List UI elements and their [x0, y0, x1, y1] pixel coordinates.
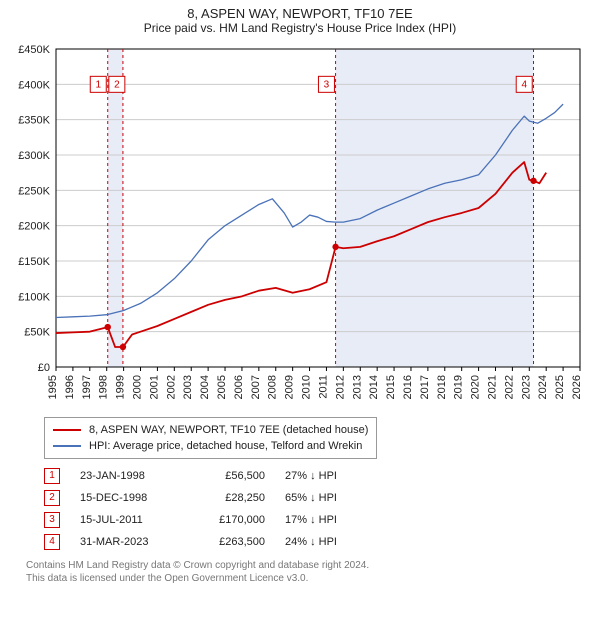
- svg-text:2000: 2000: [132, 375, 144, 399]
- svg-text:2004: 2004: [199, 375, 211, 399]
- footer-line-1: Contains HM Land Registry data © Crown c…: [26, 559, 590, 572]
- svg-text:2024: 2024: [537, 375, 549, 399]
- svg-text:2023: 2023: [520, 375, 532, 399]
- svg-text:2020: 2020: [470, 375, 482, 399]
- svg-text:1996: 1996: [64, 375, 76, 399]
- transaction-price: £170,000: [195, 509, 265, 531]
- legend-label: 8, ASPEN WAY, NEWPORT, TF10 7EE (detache…: [89, 422, 368, 438]
- svg-text:£0: £0: [38, 362, 50, 374]
- svg-text:2010: 2010: [301, 375, 313, 399]
- svg-text:£150K: £150K: [18, 256, 50, 268]
- svg-text:2002: 2002: [165, 375, 177, 399]
- page-subtitle: Price paid vs. HM Land Registry's House …: [10, 21, 590, 35]
- svg-text:1999: 1999: [115, 375, 127, 399]
- transaction-date: 15-JUL-2011: [80, 509, 175, 531]
- transaction-marker: 4: [44, 534, 60, 550]
- transaction-row: 3 15-JUL-2011 £170,000 17% ↓ HPI: [44, 509, 590, 531]
- svg-text:2017: 2017: [419, 375, 431, 399]
- transaction-marker: 2: [44, 490, 60, 506]
- svg-text:£50K: £50K: [24, 327, 50, 339]
- transaction-hpi-diff: 17% ↓ HPI: [285, 509, 385, 531]
- footer-attribution: Contains HM Land Registry data © Crown c…: [26, 559, 590, 585]
- price-chart: £0 £50K £100K £150K £200K £250K £300K £350K £400…: [10, 41, 590, 411]
- svg-text:2001: 2001: [148, 375, 160, 399]
- svg-text:2018: 2018: [436, 375, 448, 399]
- svg-text:2019: 2019: [453, 375, 465, 399]
- svg-text:£350K: £350K: [18, 115, 50, 127]
- footer-line-2: This data is licensed under the Open Gov…: [26, 572, 590, 585]
- transaction-hpi-diff: 65% ↓ HPI: [285, 487, 385, 509]
- svg-text:2012: 2012: [334, 375, 346, 399]
- svg-text:4: 4: [521, 79, 527, 90]
- transaction-hpi-diff: 24% ↓ HPI: [285, 531, 385, 553]
- transaction-date: 15-DEC-1998: [80, 487, 175, 509]
- svg-text:2007: 2007: [250, 375, 262, 399]
- svg-text:2005: 2005: [216, 375, 228, 399]
- svg-text:2008: 2008: [267, 375, 279, 399]
- svg-text:2013: 2013: [351, 375, 363, 399]
- svg-text:£400K: £400K: [18, 79, 50, 91]
- legend-item: HPI: Average price, detached house, Telf…: [53, 438, 368, 454]
- transaction-date: 31-MAR-2023: [80, 531, 175, 553]
- transaction-marker: 1: [44, 468, 60, 484]
- legend-label: HPI: Average price, detached house, Telf…: [89, 438, 362, 454]
- legend-swatch: [53, 445, 81, 447]
- page-title: 8, ASPEN WAY, NEWPORT, TF10 7EE: [10, 6, 590, 21]
- transaction-row: 4 31-MAR-2023 £263,500 24% ↓ HPI: [44, 531, 590, 553]
- transaction-row: 2 15-DEC-1998 £28,250 65% ↓ HPI: [44, 487, 590, 509]
- svg-text:1: 1: [95, 79, 101, 90]
- transaction-row: 1 23-JAN-1998 £56,500 27% ↓ HPI: [44, 465, 590, 487]
- legend-swatch: [53, 429, 81, 431]
- svg-text:£250K: £250K: [18, 185, 50, 197]
- svg-text:2009: 2009: [284, 375, 296, 399]
- svg-text:£300K: £300K: [18, 150, 50, 162]
- svg-text:£450K: £450K: [18, 44, 50, 56]
- svg-text:2016: 2016: [402, 375, 414, 399]
- svg-text:£100K: £100K: [18, 291, 50, 303]
- legend-item: 8, ASPEN WAY, NEWPORT, TF10 7EE (detache…: [53, 422, 368, 438]
- svg-text:2: 2: [114, 79, 120, 90]
- svg-text:2014: 2014: [368, 375, 380, 399]
- svg-text:1997: 1997: [81, 375, 93, 399]
- transaction-hpi-diff: 27% ↓ HPI: [285, 465, 385, 487]
- svg-text:2015: 2015: [385, 375, 397, 399]
- transaction-table: 1 23-JAN-1998 £56,500 27% ↓ HPI 2 15-DEC-1998…: [44, 465, 590, 553]
- svg-text:2025: 2025: [554, 375, 566, 399]
- svg-text:£200K: £200K: [18, 221, 50, 233]
- transaction-price: £263,500: [195, 531, 265, 553]
- svg-text:2021: 2021: [486, 375, 498, 399]
- svg-text:2011: 2011: [317, 375, 329, 399]
- svg-text:2026: 2026: [571, 375, 583, 399]
- transaction-price: £56,500: [195, 465, 265, 487]
- legend: 8, ASPEN WAY, NEWPORT, TF10 7EE (detache…: [44, 417, 377, 459]
- transaction-date: 23-JAN-1998: [80, 465, 175, 487]
- svg-text:1998: 1998: [98, 375, 110, 399]
- svg-text:1995: 1995: [47, 375, 59, 399]
- svg-text:2003: 2003: [182, 375, 194, 399]
- transaction-marker: 3: [44, 512, 60, 528]
- transaction-price: £28,250: [195, 487, 265, 509]
- svg-text:2022: 2022: [503, 375, 515, 399]
- svg-text:3: 3: [324, 79, 330, 90]
- svg-text:2006: 2006: [233, 375, 245, 399]
